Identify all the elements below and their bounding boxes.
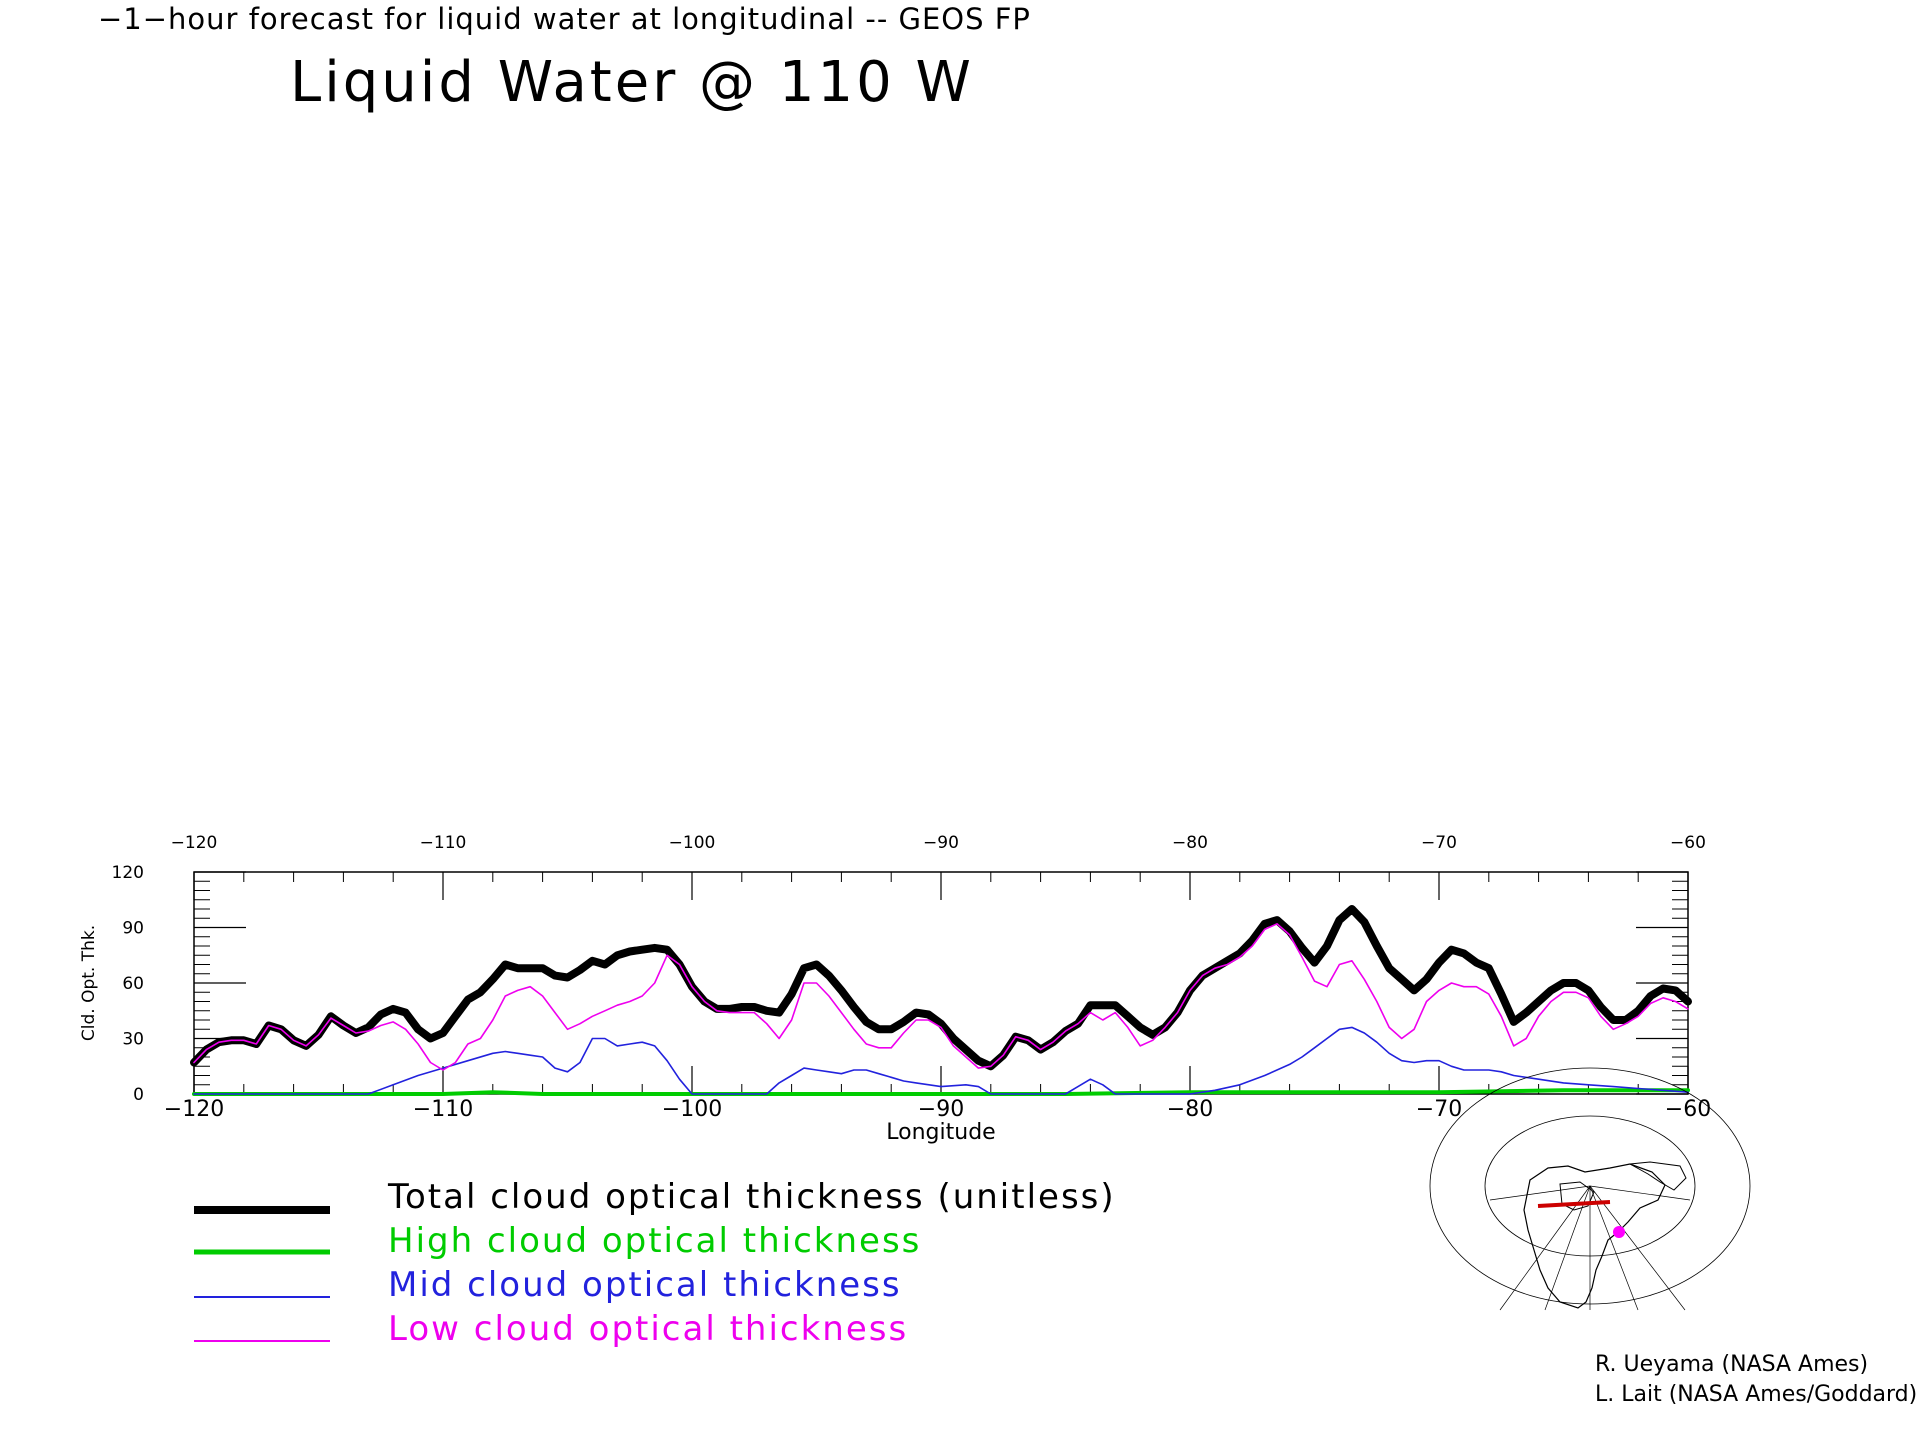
series-line-mid xyxy=(193,1026,1689,1095)
x-tick-label-bottom: −90 xyxy=(918,1097,964,1122)
x-tick-label-top: −100 xyxy=(669,833,716,853)
legend-label-total: Total cloud optical thickness (unitless) xyxy=(387,1177,1116,1217)
chart-title: Liquid Water @ 110 W xyxy=(290,50,974,115)
y-tick-label: 90 xyxy=(122,919,144,939)
y-tick-label: 30 xyxy=(122,1030,144,1050)
legend-label-high: High cloud optical thickness xyxy=(388,1221,921,1261)
inset-meridian xyxy=(1489,1185,1591,1201)
inset-meridian xyxy=(1499,1185,1591,1311)
inset-north-america-outline xyxy=(1523,1163,1666,1309)
inset-meridian xyxy=(1589,1185,1691,1201)
x-tick-label-top: −70 xyxy=(1421,833,1457,853)
legend-label-low: Low cloud optical thickness xyxy=(388,1309,908,1349)
y-axis-label: Cld. Opt. Thk. xyxy=(79,925,99,1041)
x-tick-label-top: −60 xyxy=(1670,833,1706,853)
x-tick-label-bottom: −60 xyxy=(1665,1097,1711,1122)
inset-meridian xyxy=(1589,1185,1639,1311)
y-tick-label: 120 xyxy=(112,863,144,883)
inset-meridian xyxy=(1544,1185,1591,1311)
series-layer xyxy=(190,905,1692,1096)
plot-frame xyxy=(193,871,1689,1095)
credit-line-1: R. Ueyama (NASA Ames) xyxy=(1595,1352,1869,1377)
legend: Total cloud optical thickness (unitless)… xyxy=(194,1177,1116,1349)
plot-area-border xyxy=(193,871,1689,1095)
x-axis-label: Longitude xyxy=(886,1120,995,1145)
chart-subtitle: −1−hour forecast for liquid water at lon… xyxy=(98,2,1031,36)
x-tick-label-bottom: −70 xyxy=(1416,1097,1462,1122)
x-tick-label-top: −90 xyxy=(923,833,959,853)
axis-ticks: −120 −120 −110 −110 −100 −100 −90 −90 −80 −80 −70 −… xyxy=(112,833,1712,1122)
y-tick-label: 0 xyxy=(133,1085,144,1105)
credit-line-2: L. Lait (NASA Ames/Goddard) xyxy=(1595,1382,1918,1407)
credits: R. Ueyama (NASA Ames) L. Lait (NASA Ames… xyxy=(1595,1350,1917,1410)
x-tick-label-bottom: −110 xyxy=(413,1097,473,1122)
x-tick-label-top: −120 xyxy=(171,833,218,853)
inset-meridian xyxy=(1589,1185,1686,1311)
x-tick-label-bottom: −120 xyxy=(164,1097,224,1122)
location-inset-map xyxy=(1429,1067,1751,1311)
inset-location-marker xyxy=(1613,1226,1625,1238)
x-tick-label-bottom: −80 xyxy=(1167,1097,1213,1122)
x-tick-label-top: −110 xyxy=(420,833,467,853)
series-line-total xyxy=(190,905,1692,1071)
inset-greenland-outline xyxy=(1628,1161,1687,1191)
series-line-low xyxy=(193,922,1689,1071)
x-tick-label-top: −80 xyxy=(1172,833,1208,853)
legend-label-mid: Mid cloud optical thickness xyxy=(388,1265,902,1305)
inset-transect-track xyxy=(1537,1200,1611,1208)
x-tick-label-bottom: −100 xyxy=(662,1097,722,1122)
axis-labels: Longitude Cld. Opt. Thk. xyxy=(79,925,996,1145)
y-tick-label: 60 xyxy=(122,974,144,994)
